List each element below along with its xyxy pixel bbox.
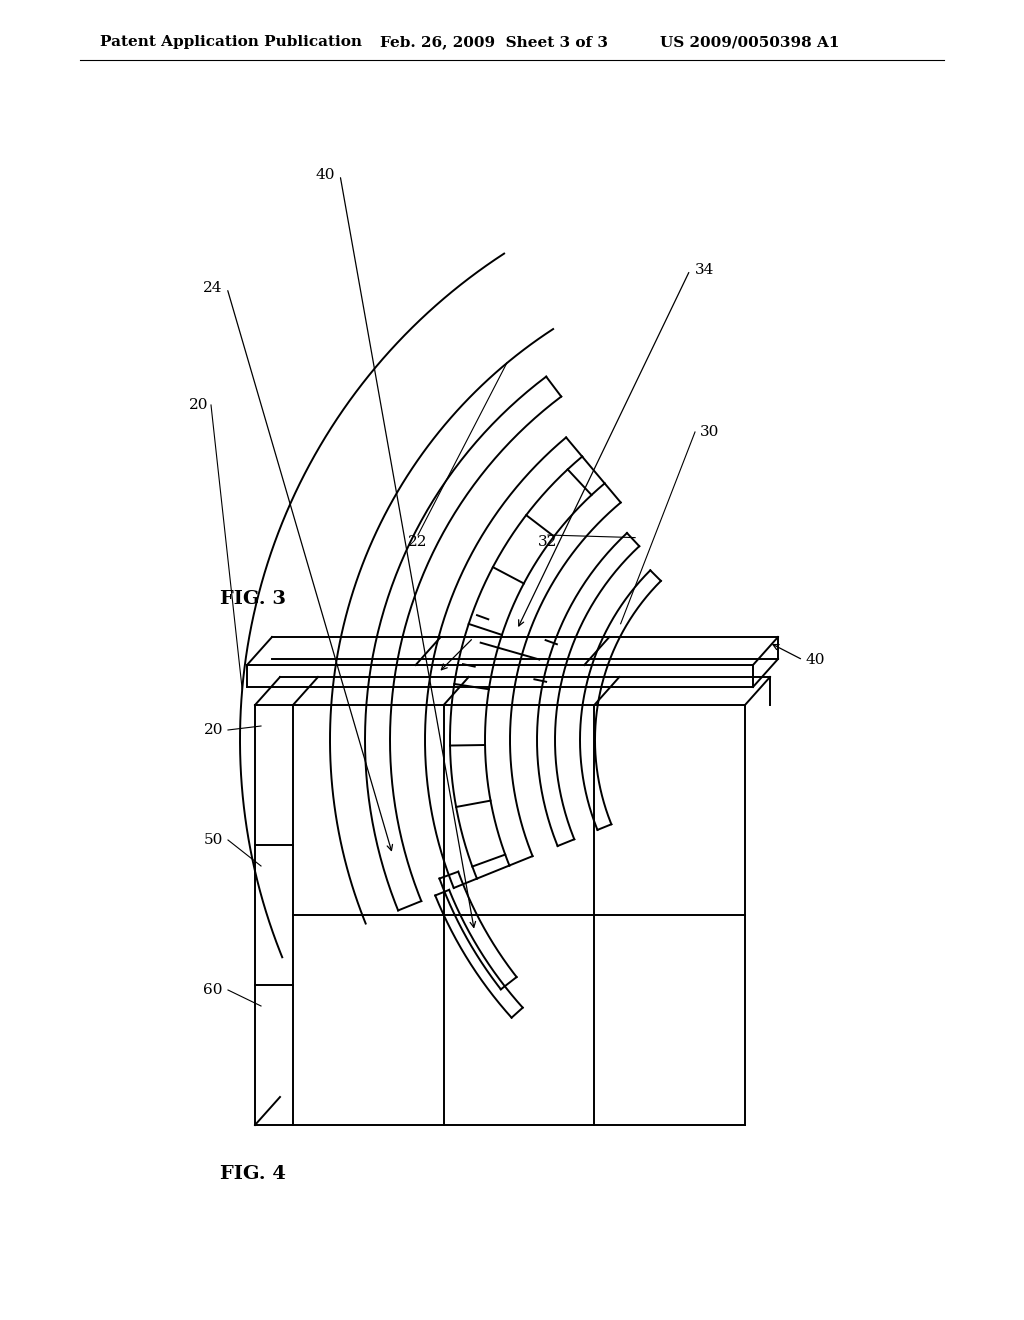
- Text: FIG. 4: FIG. 4: [220, 1166, 286, 1183]
- Text: 30: 30: [700, 425, 720, 440]
- Text: Feb. 26, 2009  Sheet 3 of 3: Feb. 26, 2009 Sheet 3 of 3: [380, 36, 608, 49]
- Text: 24: 24: [203, 281, 222, 294]
- Text: 60: 60: [204, 983, 223, 997]
- Text: 32: 32: [539, 535, 558, 549]
- Text: 34: 34: [695, 263, 715, 277]
- Text: 20: 20: [204, 723, 223, 737]
- Text: 40: 40: [315, 168, 335, 182]
- Text: 40: 40: [805, 653, 824, 667]
- Text: 20: 20: [188, 399, 208, 412]
- Text: 22: 22: [409, 535, 428, 549]
- Text: 50: 50: [204, 833, 223, 847]
- Text: FIG. 3: FIG. 3: [220, 590, 286, 609]
- Text: Patent Application Publication: Patent Application Publication: [100, 36, 362, 49]
- Text: US 2009/0050398 A1: US 2009/0050398 A1: [660, 36, 840, 49]
